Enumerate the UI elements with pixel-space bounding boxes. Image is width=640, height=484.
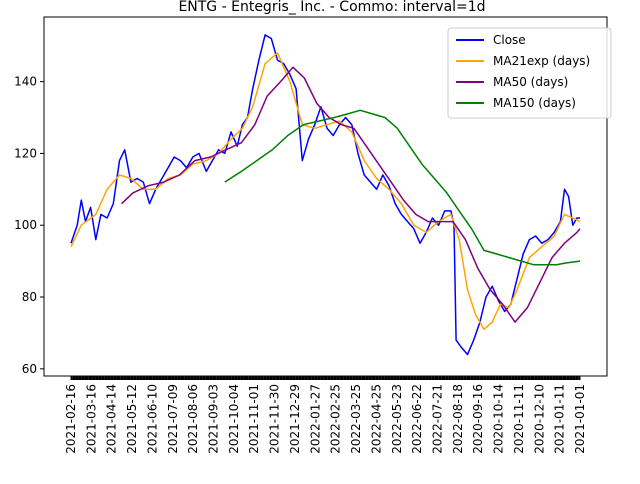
x-tick-label: 2021-09-03 <box>207 384 221 454</box>
legend-box <box>447 27 612 119</box>
x-tick-label: 2020-12-10 <box>532 384 546 454</box>
y-tick-label: 140 <box>14 75 37 89</box>
x-tick-label: 2022-04-25 <box>369 384 383 454</box>
series-line-close <box>70 34 580 356</box>
x-tick-label: 2022-07-21 <box>430 384 444 454</box>
x-tick-label: 2020-11-11 <box>512 384 526 454</box>
legend: Close MA21exp (days) MA50 (days) MA150 (day… <box>447 27 612 119</box>
y-tick-label: 120 <box>14 146 37 160</box>
x-tick-label: 2021-05-12 <box>125 384 139 454</box>
x-tick-label: 2021-01-01 <box>573 384 587 454</box>
x-tick-label: 2020-10-14 <box>492 384 506 454</box>
x-tick-label: 2021-04-14 <box>105 384 119 454</box>
x-tick-label: 2020-09-16 <box>471 384 485 454</box>
x-tick-label: 2021-02-16 <box>64 384 78 454</box>
y-tick-label: 80 <box>22 290 37 304</box>
x-tick-label: 2022-01-27 <box>308 384 322 454</box>
x-tick-label: 2022-08-18 <box>451 384 465 454</box>
x-tick-label: 2022-06-22 <box>410 384 424 454</box>
x-tick-label: 2022-05-23 <box>390 384 404 454</box>
x-tick-label: 2021-07-09 <box>166 384 180 454</box>
chart-title: ENTG - Entegris_ Inc. - Commo: interval=… <box>178 0 485 15</box>
legend-label: Close <box>493 33 526 47</box>
series-line-ma150-days <box>224 109 581 266</box>
x-tick-label: 2021-03-16 <box>84 384 98 454</box>
series-layer <box>70 34 581 356</box>
x-tick-label: 2021-06-10 <box>145 384 159 454</box>
legend-label: MA50 (days) <box>493 75 568 89</box>
axes-layer: 60 80 100 120 140 2021-02-16 2021-03-16 2021-04… <box>14 16 608 454</box>
x-tick-label: 2022-02-25 <box>329 384 343 454</box>
x-tick-marks <box>70 376 581 380</box>
x-tick-label: 2022-03-25 <box>349 384 363 454</box>
x-tick-label: 2021-10-04 <box>227 384 241 454</box>
x-tick-label: 2021-11-30 <box>268 384 282 454</box>
x-tick-label: 2021-12-29 <box>288 384 302 454</box>
series-line-ma50-days <box>121 66 581 323</box>
x-tick-label: 2021-01-11 <box>553 384 567 454</box>
x-tick-label: 2021-11-01 <box>247 384 261 454</box>
y-tick-label: 100 <box>14 218 37 232</box>
legend-label: MA150 (days) <box>493 96 576 110</box>
legend-label: MA21exp (days) <box>493 54 590 68</box>
y-tick-label: 60 <box>22 362 37 376</box>
x-tick-label: 2021-08-06 <box>186 384 200 454</box>
